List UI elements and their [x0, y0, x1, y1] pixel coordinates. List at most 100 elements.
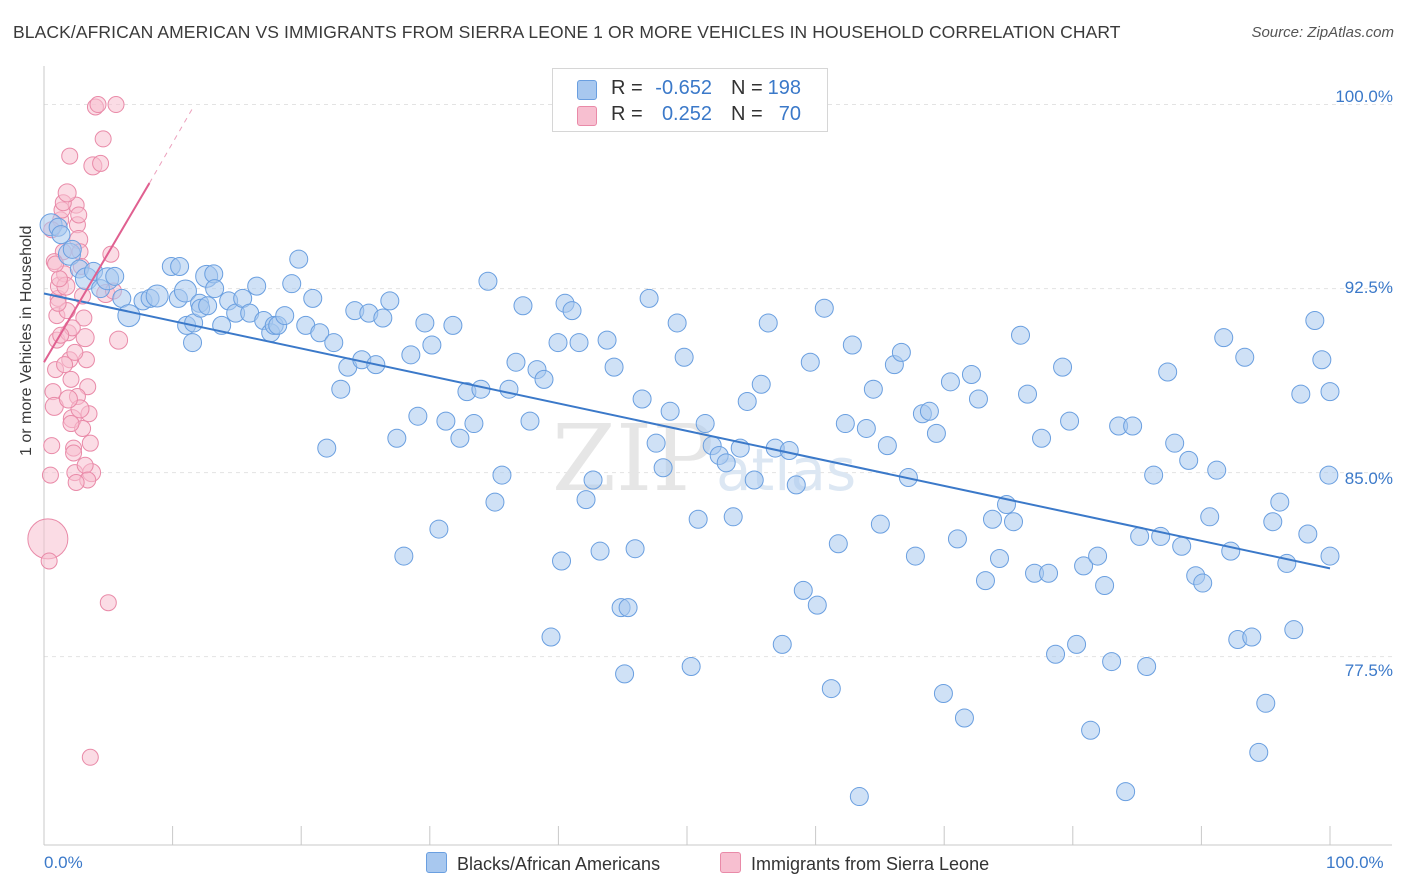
point-black-83	[576, 490, 596, 510]
point-black-150	[1039, 563, 1059, 583]
point-black-34	[247, 276, 267, 296]
point-sierra-leone-19	[62, 370, 80, 388]
bottom-legend-label-series2: Immigrants from Sierra Leone	[751, 854, 990, 874]
point-black-47	[331, 379, 351, 399]
point-black-73	[513, 296, 533, 316]
point-sierra-leone-38	[50, 270, 68, 288]
point-black-180	[1249, 742, 1269, 762]
point-black-121	[835, 414, 855, 434]
point-sierra-leone-1	[40, 552, 58, 570]
point-black-187	[1298, 524, 1318, 544]
legend-r-label: R =	[611, 77, 643, 99]
point-black-125	[863, 379, 883, 399]
trend-line-black	[43, 292, 1331, 570]
point-black-100	[688, 509, 708, 529]
point-black-4	[62, 239, 82, 259]
point-black-188	[1305, 310, 1325, 330]
point-black-95	[653, 458, 673, 478]
bottom-legend-series2: Immigrants from Sierra Leone	[720, 852, 989, 875]
point-black-173	[1200, 507, 1220, 527]
point-black-86	[597, 330, 617, 350]
chart-title: BLACK/AFRICAN AMERICAN VS IMMIGRANTS FRO…	[13, 22, 1121, 42]
point-black-82	[569, 333, 589, 353]
point-black-62	[436, 411, 456, 431]
point-sierra-leone-62	[49, 294, 67, 312]
trend-line-sierra-leone-extension	[149, 109, 193, 184]
point-black-135	[933, 683, 953, 703]
point-black-99	[681, 656, 701, 676]
point-black-143	[989, 549, 1009, 569]
point-black-164	[1137, 656, 1157, 676]
point-black-46	[324, 333, 344, 353]
point-sierra-leone-40	[57, 183, 77, 203]
point-black-182	[1263, 512, 1283, 532]
point-black-183	[1270, 492, 1290, 512]
point-black-85	[590, 541, 610, 561]
point-black-54	[380, 291, 400, 311]
point-black-109	[751, 374, 771, 394]
point-black-178	[1235, 347, 1255, 367]
point-black-174	[1207, 460, 1227, 480]
point-black-175	[1214, 328, 1234, 348]
point-black-55	[387, 428, 407, 448]
point-black-92	[632, 389, 652, 409]
point-sierra-leone-30	[75, 328, 95, 348]
point-sierra-leone-54	[94, 130, 112, 148]
point-black-116	[800, 352, 820, 372]
bottom-legend-swatch-pink	[720, 852, 741, 873]
x-tick-label-max: 100.0%	[1326, 853, 1384, 872]
point-black-157	[1088, 546, 1108, 566]
point-black-153	[1060, 411, 1080, 431]
point-sierra-leone-43	[66, 343, 84, 361]
point-black-168	[1165, 433, 1185, 453]
point-black-107	[737, 391, 757, 411]
point-black-63	[443, 315, 463, 335]
point-black-179	[1242, 627, 1262, 647]
point-black-71	[499, 379, 519, 399]
point-sierra-leone-60	[109, 330, 129, 350]
point-black-172	[1193, 573, 1213, 593]
point-black-78	[548, 333, 568, 353]
point-black-119	[821, 679, 841, 699]
point-sierra-leone-57	[102, 245, 120, 263]
point-black-146	[1011, 325, 1031, 345]
point-black-61	[429, 519, 449, 539]
point-black-110	[758, 313, 778, 333]
source-credit: Source: ZipAtlas.com	[1251, 24, 1394, 41]
point-black-58	[408, 406, 428, 426]
point-black-15	[145, 284, 169, 308]
point-black-170	[1179, 450, 1199, 470]
point-black-53	[373, 308, 393, 328]
point-black-154	[1067, 634, 1087, 654]
point-black-44	[310, 323, 330, 343]
point-sierra-leone-52	[89, 96, 107, 114]
point-sierra-leone-34	[81, 434, 99, 452]
legend-row-series2: R = 0.252 N = 70	[553, 101, 827, 127]
point-black-152	[1053, 357, 1073, 377]
bottom-legend-swatch-blue	[426, 852, 447, 873]
point-black-68	[478, 271, 498, 291]
legend-n-value-series1: 198	[767, 77, 801, 99]
point-black-76	[534, 369, 554, 389]
point-black-185	[1284, 620, 1304, 640]
point-black-23	[170, 257, 190, 276]
point-black-139	[961, 364, 981, 384]
axes	[43, 66, 1392, 846]
trend-line-sierra-leone	[43, 182, 151, 363]
point-black-115	[793, 580, 813, 600]
point-black-145	[1004, 512, 1024, 532]
point-black-57	[401, 345, 421, 365]
point-sierra-leone-41	[61, 147, 79, 165]
point-black-18	[173, 279, 197, 303]
point-black-118	[814, 298, 834, 318]
point-black-77	[541, 627, 561, 647]
legend-r-value-series1: -0.652	[655, 77, 712, 99]
point-sierra-leone-3	[43, 437, 61, 455]
series-sierra-leone-points	[27, 96, 129, 766]
point-black-149	[1032, 428, 1052, 448]
point-black-190	[1319, 465, 1339, 485]
point-black-81	[562, 301, 582, 321]
point-black-112	[772, 634, 792, 654]
trend-lines	[43, 109, 1331, 570]
point-sierra-leone-32	[79, 378, 97, 396]
